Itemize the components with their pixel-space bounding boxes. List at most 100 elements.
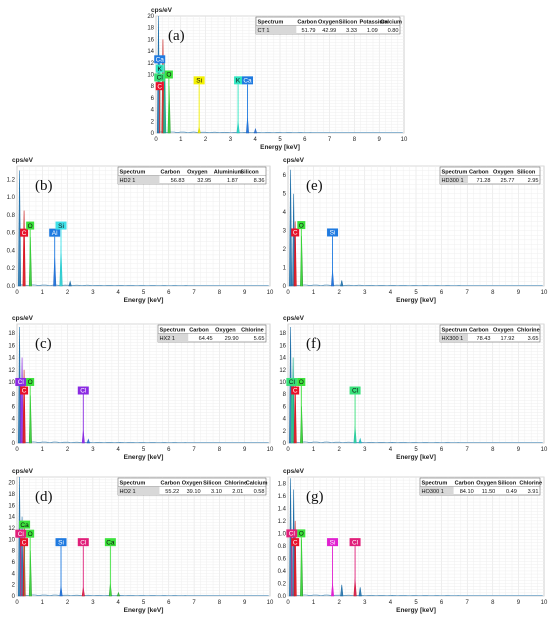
x-tick-label: 8: [218, 447, 222, 453]
x-tick-label: 2: [204, 137, 208, 143]
table-cell: 39.10: [187, 489, 201, 495]
table-header-cell: Carbon: [469, 327, 489, 333]
x-tick-label: 5: [142, 600, 146, 606]
table-header-cell: Silicon: [203, 480, 222, 486]
element-label: K: [158, 66, 163, 73]
element-label-box: [327, 538, 339, 547]
x-tick-label: 0: [15, 290, 19, 296]
element-label-box: [349, 386, 361, 395]
x-tick-label: 4: [389, 447, 393, 453]
element-label: K: [236, 78, 241, 85]
x-tick-label: 1: [179, 137, 183, 143]
element-label: C: [157, 83, 162, 90]
element-label-box: [20, 386, 29, 395]
x-tick-label: 7: [466, 290, 470, 296]
x-tick-label: 9: [243, 600, 247, 606]
spectrum-peak: [20, 357, 24, 444]
table-header-cell: Oxygen: [318, 19, 339, 25]
y-tick-label: 1.0: [278, 531, 287, 537]
x-tick-label: 7: [192, 290, 196, 296]
x-tick-label: 6: [303, 137, 307, 143]
spectrum-peak: [253, 127, 258, 134]
element-label: C: [22, 539, 27, 546]
x-tick-label: 8: [491, 447, 495, 453]
y-tick-label: 0.8: [7, 213, 16, 219]
element-label-box: [15, 377, 27, 386]
x-tick-label: 3: [91, 600, 95, 606]
y-tick-label: 4: [283, 210, 287, 216]
y-tick-label: 4: [151, 108, 155, 114]
y-tick-label: 1.6: [278, 494, 287, 500]
element-label: Cl: [289, 379, 296, 386]
element-label-box: [297, 377, 306, 386]
table-id-cell: [118, 486, 160, 495]
x-tick-label: 0: [15, 447, 19, 453]
table-header-cell: Silicon: [498, 480, 517, 486]
spectrum-table: Spectrum Carbon Oxygen Chlorine HX2 1 64.45 29…: [157, 324, 267, 343]
x-tick-label: 4: [389, 600, 393, 606]
x-tick-label: 3: [363, 290, 367, 296]
x-tick-label: 5: [142, 447, 146, 453]
x-tick-label: 9: [517, 600, 521, 606]
table-header-cell: Chlorine: [519, 480, 542, 486]
element-label-box: [286, 377, 298, 386]
x-tick-label: 6: [167, 600, 171, 606]
table-cell: 42.99: [322, 28, 336, 34]
x-axis-label: Energy [keV]: [396, 297, 436, 304]
spectrum-baseline: [18, 441, 269, 443]
y-tick-label: 12: [279, 368, 286, 374]
x-tick-label: 9: [243, 290, 247, 296]
element-label: Cl: [18, 531, 25, 538]
table-header-cell: Calcium: [246, 480, 268, 486]
x-tick-label: 5: [142, 290, 146, 296]
spectrum-peak: [358, 437, 362, 444]
element-label-box: [26, 221, 35, 230]
element-label: Ca: [156, 56, 165, 63]
element-label-box: [77, 538, 89, 547]
y-tick-label: 0.6: [7, 231, 16, 237]
y-tick-label: 6: [283, 173, 287, 179]
element-label: Cl: [352, 388, 359, 395]
x-tick-label: 10: [401, 137, 408, 143]
y-tick-label: 0: [12, 594, 16, 600]
table-cell: 71.28: [477, 178, 491, 184]
y-tick-label: 4: [283, 417, 287, 423]
x-tick-label: 1: [41, 290, 45, 296]
spectrum-peak: [358, 587, 362, 597]
table-cell: CT 1: [258, 28, 270, 34]
y-tick-label: 20: [8, 481, 15, 487]
element-label: C: [22, 388, 27, 395]
element-label-box: [234, 76, 243, 85]
element-label: Si: [196, 78, 202, 85]
y-tick-label: 0.6: [278, 556, 287, 562]
element-label: Si: [330, 230, 336, 237]
element-label-box: [15, 529, 27, 538]
table-cell: 29.90: [225, 336, 239, 342]
element-label: O: [28, 223, 33, 230]
table-header-cell: Potassium: [360, 19, 388, 25]
x-tick-label: 8: [353, 137, 357, 143]
table-header-cell: Spectrum: [442, 327, 468, 333]
y-tick-label: 0: [12, 441, 16, 447]
table-header-cell: Chlorine: [517, 327, 540, 333]
x-tick-label: 5: [414, 290, 418, 296]
y-tick-label: 14: [279, 356, 286, 362]
x-tick-label: 2: [338, 600, 342, 606]
table-cell: 17.92: [501, 336, 515, 342]
spectrum-baseline: [289, 441, 543, 443]
y-axis-label: cps/eV: [151, 7, 173, 14]
table-header-cell: Carbon: [160, 169, 180, 175]
table-cell: 56.83: [171, 178, 185, 184]
table-cell: 51.79: [302, 28, 316, 34]
table-cell: 32.95: [197, 178, 211, 184]
element-label-box: [20, 538, 29, 547]
y-tick-label: 0: [151, 131, 155, 137]
element-label-box: [49, 228, 61, 237]
element-label-box: [154, 73, 166, 82]
panel-label: (d): [35, 489, 53, 505]
y-tick-label: 6: [283, 404, 287, 410]
y-tick-label: 8: [12, 549, 16, 555]
x-tick-label: 0: [15, 600, 19, 606]
element-label: O: [299, 531, 304, 538]
y-tick-label: 0.0: [278, 594, 287, 600]
